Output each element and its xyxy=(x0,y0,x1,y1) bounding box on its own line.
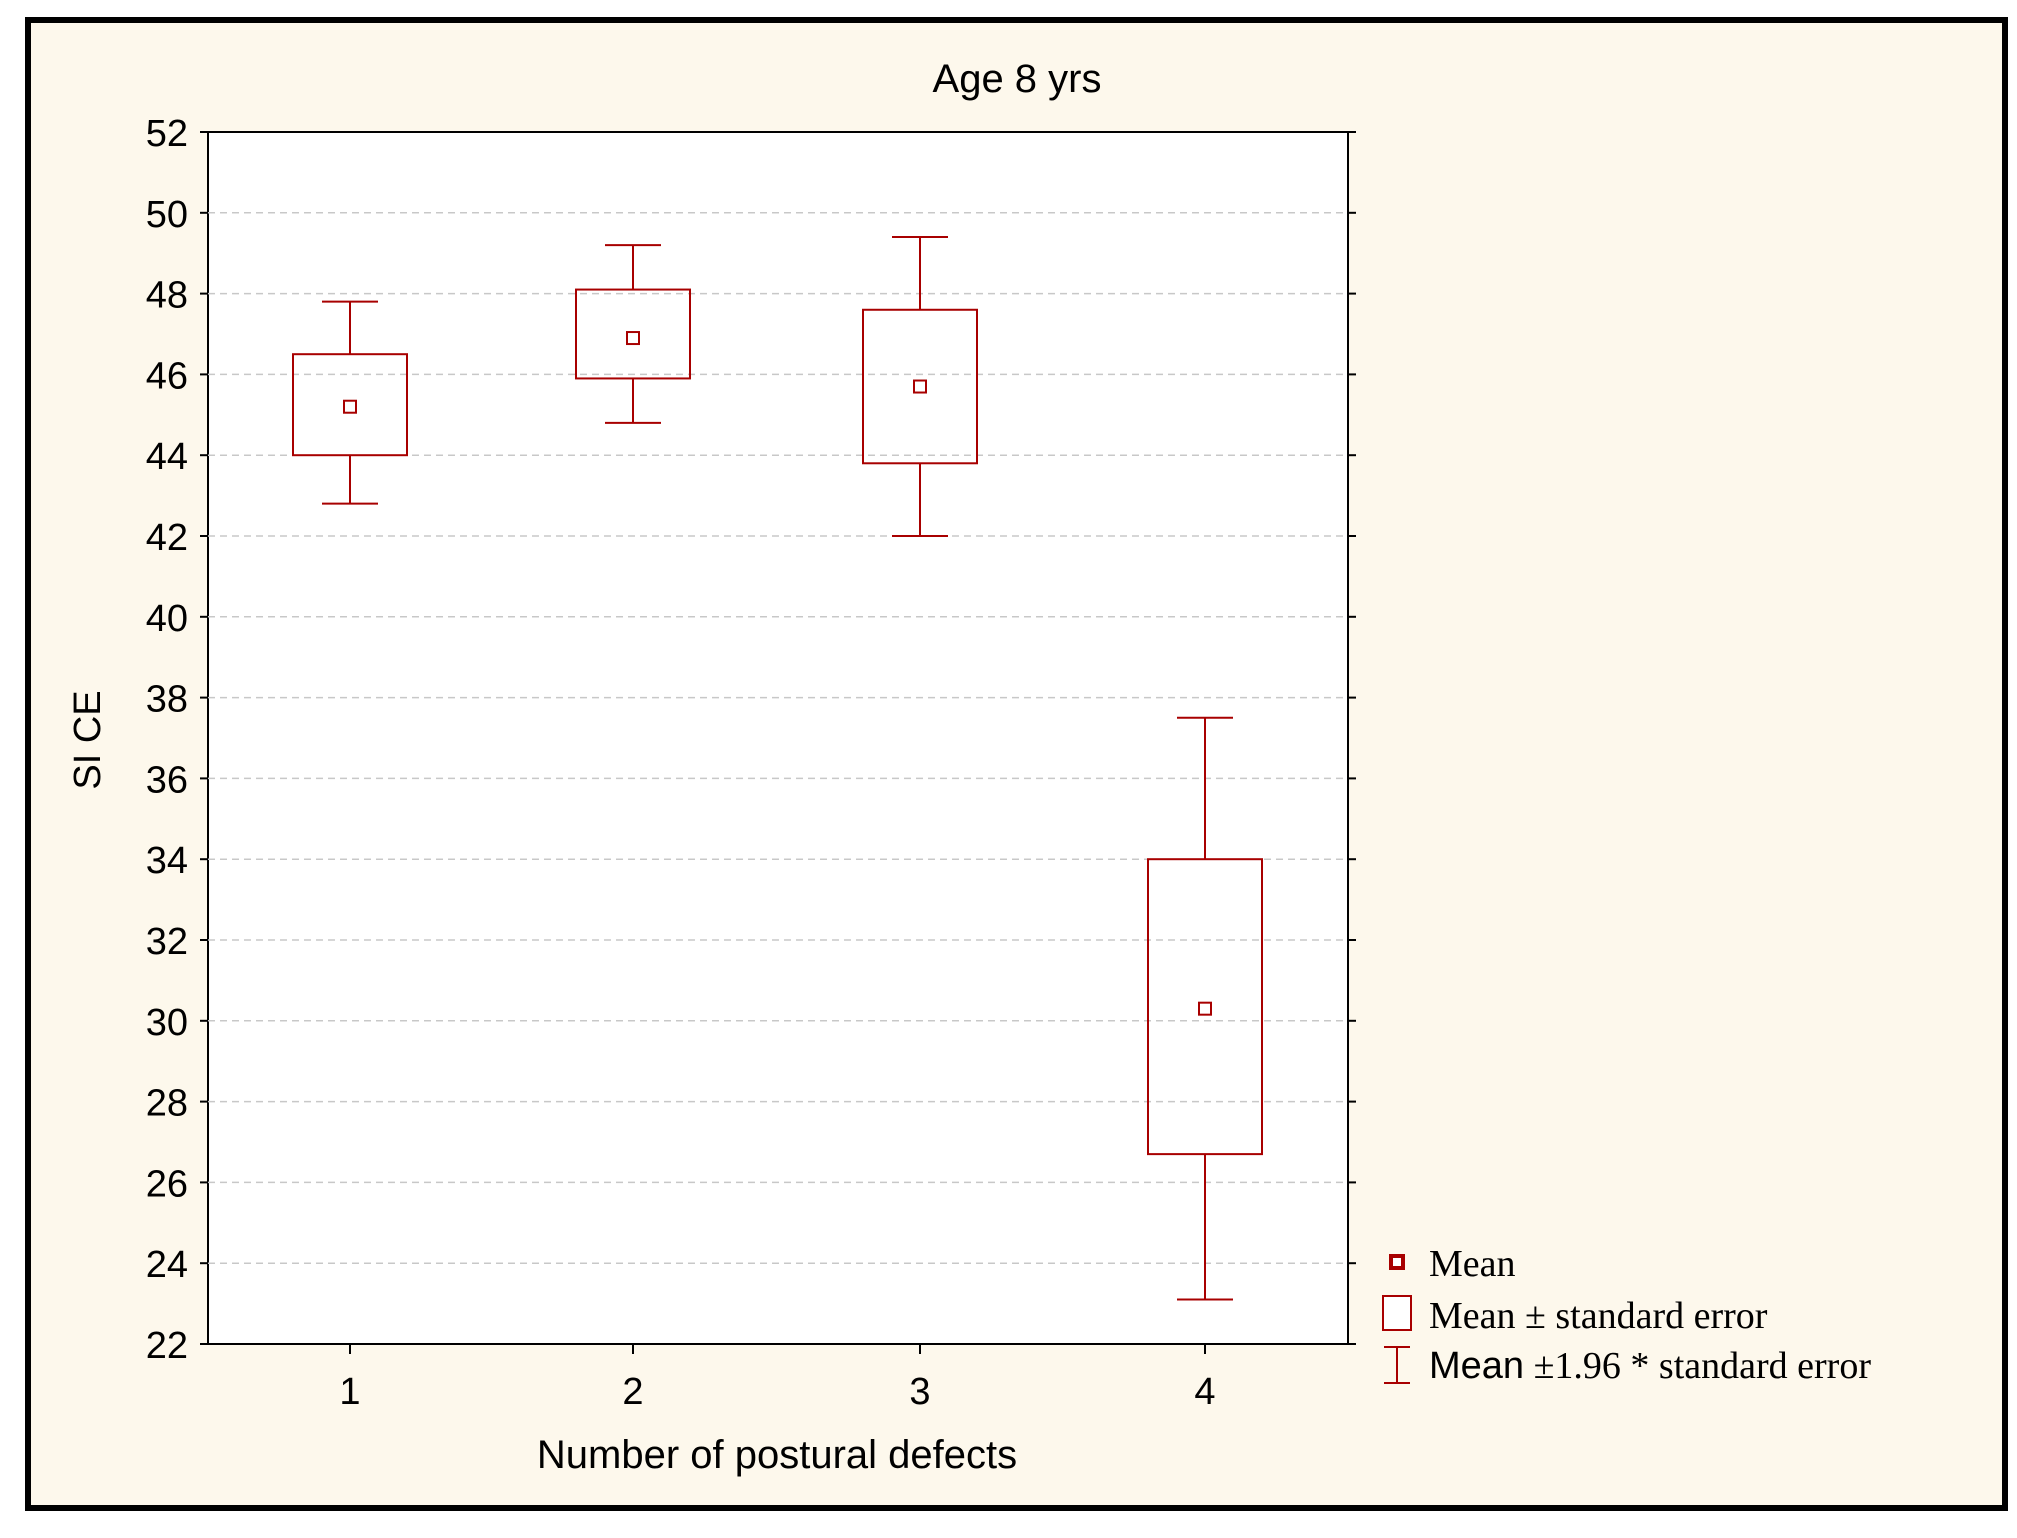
y-tick-label: 48 xyxy=(146,275,188,317)
category-group-4 xyxy=(1147,716,1263,1301)
y-tick-label: 28 xyxy=(146,1083,188,1125)
mean-point xyxy=(626,331,640,346)
y-tick-label: 30 xyxy=(146,1002,188,1044)
y-tick-label: 24 xyxy=(146,1244,188,1286)
mean-point xyxy=(343,399,357,414)
x-tick-label: 2 xyxy=(622,1371,643,1413)
y-tick-label: 34 xyxy=(146,840,188,882)
y-tick-label: 52 xyxy=(146,113,188,155)
y-tick-label: 40 xyxy=(146,598,188,640)
y-axis-label: SI CE xyxy=(67,690,109,789)
y-tick-label: 50 xyxy=(146,194,188,236)
legend-mean-marker xyxy=(1389,1254,1405,1270)
legend: Mean Mean ± standard error Mean ±1.96 * … xyxy=(1382,1243,1871,1387)
legend-box-marker xyxy=(1382,1295,1412,1331)
se-box xyxy=(862,308,978,465)
x-tick-label: 4 xyxy=(1194,1371,1215,1413)
se-box xyxy=(575,288,691,380)
legend-box-label: Mean ± standard error xyxy=(1429,1295,1768,1337)
category-group-3 xyxy=(862,236,978,537)
y-tick-label: 32 xyxy=(146,921,188,963)
x-tick-label: 3 xyxy=(909,1371,930,1413)
chart-title: Age 8 yrs xyxy=(933,57,1102,101)
mean-point xyxy=(1198,1001,1212,1016)
category-group-2 xyxy=(575,244,691,424)
legend-mean-label: Mean xyxy=(1429,1243,1516,1285)
gridlines xyxy=(208,212,1348,1264)
mean-point xyxy=(913,379,927,394)
y-tick-label: 46 xyxy=(146,355,188,397)
y-tick-label: 42 xyxy=(146,517,188,559)
plot-area xyxy=(207,131,1349,1345)
se-box xyxy=(292,353,408,457)
category-group-1 xyxy=(292,300,408,505)
x-axis: 1 2 3 4 xyxy=(339,1344,1216,1413)
y-tick-label: 38 xyxy=(146,679,188,721)
y-tick-label: 44 xyxy=(146,436,188,478)
x-axis-label: Number of postural defects xyxy=(537,1433,1017,1477)
y-tick-label: 26 xyxy=(146,1163,188,1205)
legend-whisker-label: Mean ±1.96 * standard error xyxy=(1429,1345,1871,1387)
se-box xyxy=(1147,858,1263,1156)
x-tick-label: 1 xyxy=(339,1371,360,1413)
legend-whisker-label-prefix: Mean xyxy=(1429,1345,1524,1387)
y-tick-label: 22 xyxy=(146,1325,188,1367)
y-tick-label: 36 xyxy=(146,759,188,801)
y-axis: 22 24 26 28 30 32 34 36 38 40 42 44 46 48 50 52 xyxy=(146,113,1356,1367)
legend-whisker-label-rest: ±1.96 * standard error xyxy=(1524,1345,1871,1387)
series-marks xyxy=(292,236,1263,1301)
